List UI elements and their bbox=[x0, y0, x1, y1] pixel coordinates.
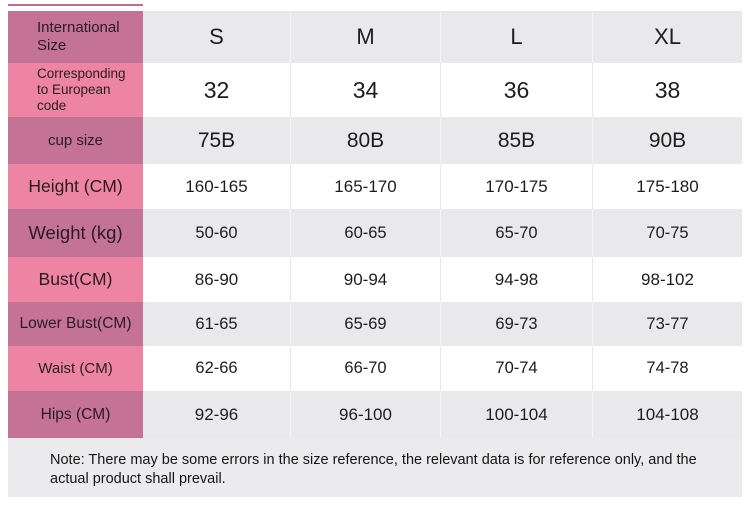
row-label-bust: Bust(CM) bbox=[8, 257, 143, 302]
size-cell: 85B bbox=[440, 117, 592, 164]
size-chart-table: International Size S M L XL Correspondin… bbox=[8, 11, 742, 438]
table-row-weight: Weight (kg) 50-60 60-65 65-70 70-75 bbox=[8, 209, 742, 257]
size-cell: 80B bbox=[290, 117, 440, 164]
size-column-header: M bbox=[290, 11, 440, 63]
size-column-header: S bbox=[143, 11, 290, 63]
table-row-international-size: International Size S M L XL bbox=[8, 11, 742, 63]
row-label-cup-size: cup size bbox=[8, 117, 143, 164]
size-column-header: XL bbox=[592, 11, 742, 63]
note-box: Note: There may be some errors in the si… bbox=[8, 438, 742, 497]
table-row-lower-bust: Lower Bust(CM) 61-65 65-69 69-73 73-77 bbox=[8, 302, 742, 346]
size-cell: 96-100 bbox=[290, 391, 440, 438]
table-row-hips: Hips (CM) 92-96 96-100 100-104 104-108 bbox=[8, 391, 742, 438]
size-cell: 86-90 bbox=[143, 257, 290, 302]
size-cell: 165-170 bbox=[290, 164, 440, 209]
table-row-bust: Bust(CM) 86-90 90-94 94-98 98-102 bbox=[8, 257, 742, 302]
size-cell: 92-96 bbox=[143, 391, 290, 438]
size-cell: 73-77 bbox=[592, 302, 742, 346]
size-cell: 62-66 bbox=[143, 346, 290, 391]
size-cell: 50-60 bbox=[143, 209, 290, 257]
size-cell: 38 bbox=[592, 63, 742, 117]
table-row-height: Height (CM) 160-165 165-170 170-175 175-… bbox=[8, 164, 742, 209]
size-cell: 69-73 bbox=[440, 302, 592, 346]
table-row-european-code: Corresponding to European code 32 34 36 … bbox=[8, 63, 742, 117]
row-label-hips: Hips (CM) bbox=[8, 391, 143, 438]
size-cell: 104-108 bbox=[592, 391, 742, 438]
size-cell: 70-74 bbox=[440, 346, 592, 391]
top-accent-line bbox=[8, 4, 143, 6]
size-cell: 61-65 bbox=[143, 302, 290, 346]
size-cell: 66-70 bbox=[290, 346, 440, 391]
row-label-international-size: International Size bbox=[8, 11, 143, 63]
row-label-weight: Weight (kg) bbox=[8, 209, 143, 257]
size-cell: 160-165 bbox=[143, 164, 290, 209]
size-cell: 175-180 bbox=[592, 164, 742, 209]
size-cell: 75B bbox=[143, 117, 290, 164]
row-label-european-code: Corresponding to European code bbox=[8, 63, 143, 117]
size-cell: 90B bbox=[592, 117, 742, 164]
note-text: Note: There may be some errors in the si… bbox=[50, 452, 697, 487]
row-label-lower-bust: Lower Bust(CM) bbox=[8, 302, 143, 346]
size-cell: 34 bbox=[290, 63, 440, 117]
size-cell: 32 bbox=[143, 63, 290, 117]
size-column-header: L bbox=[440, 11, 592, 63]
table-row-cup-size: cup size 75B 80B 85B 90B bbox=[8, 117, 742, 164]
size-cell: 65-69 bbox=[290, 302, 440, 346]
size-cell: 60-65 bbox=[290, 209, 440, 257]
size-cell: 90-94 bbox=[290, 257, 440, 302]
row-label-height: Height (CM) bbox=[8, 164, 143, 209]
size-cell: 94-98 bbox=[440, 257, 592, 302]
size-cell: 170-175 bbox=[440, 164, 592, 209]
row-label-waist: Waist (CM) bbox=[8, 346, 143, 391]
size-cell: 70-75 bbox=[592, 209, 742, 257]
table-row-waist: Waist (CM) 62-66 66-70 70-74 74-78 bbox=[8, 346, 742, 391]
size-cell: 36 bbox=[440, 63, 592, 117]
size-cell: 65-70 bbox=[440, 209, 592, 257]
size-cell: 98-102 bbox=[592, 257, 742, 302]
size-cell: 100-104 bbox=[440, 391, 592, 438]
size-cell: 74-78 bbox=[592, 346, 742, 391]
